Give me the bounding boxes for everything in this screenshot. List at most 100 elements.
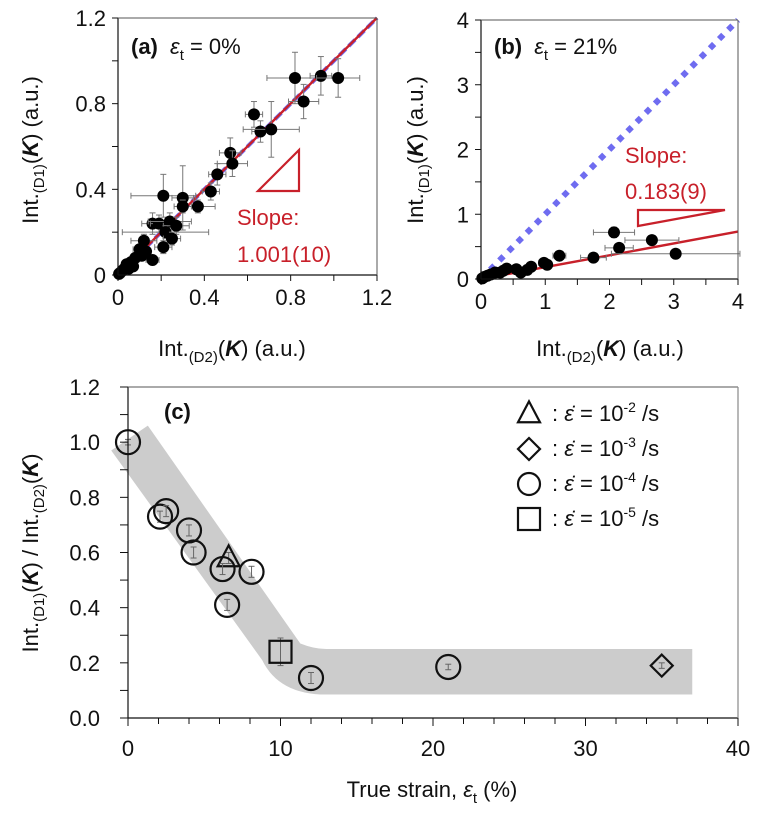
a-ylabel-bold: K: [18, 139, 43, 157]
a-data-point: [244, 101, 264, 128]
c-y-tick-label: 0.0: [69, 706, 100, 731]
c-triangle-marker: [215, 543, 242, 568]
a-data-point: [171, 165, 195, 231]
b-panel-id: (b): [494, 34, 522, 59]
b-data-point: [541, 258, 554, 271]
b-xlabel-open: (: [596, 336, 604, 361]
a-axis-ticks: [112, 17, 378, 281]
c-x-axis-label: True strain, εt (%): [347, 777, 518, 807]
c-y-tick-label: 1.2: [69, 375, 100, 400]
c-circle-marker: [146, 503, 174, 530]
b-axis-ticks: [475, 19, 739, 285]
a-data-point: [251, 120, 270, 143]
c-ylabel-bold1: K: [18, 567, 43, 585]
a-data-point: [242, 101, 300, 158]
c-legend-item: : ε̇ = 10-2 /s: [516, 398, 659, 426]
panel-a: 0 0.4 0.8 1.200.40.81.2 (a) εt = 0% Slope: …: [18, 6, 392, 366]
a-slope-label-2: 1.001(10): [237, 242, 331, 267]
a-marker: [254, 125, 267, 138]
b-data-point: [476, 272, 489, 285]
a-panel-id: (a): [131, 34, 158, 59]
a-marker: [247, 108, 260, 121]
a-y-tick-label: 0: [94, 263, 106, 288]
a-marker: [127, 260, 140, 273]
c-y-tick-label: 0.8: [69, 485, 100, 510]
a-xlabel-open: (: [218, 336, 226, 361]
a-marker: [157, 189, 170, 202]
a-marker: [170, 219, 183, 232]
a-marker: [265, 123, 278, 136]
a-data-point: [216, 150, 248, 177]
c-diamond-marker: [516, 436, 542, 462]
a-data-point: [127, 260, 140, 273]
a-ylabel-sub: (D1): [31, 164, 48, 193]
b-marker: [587, 251, 600, 264]
c-legend-label-part: = 10: [574, 401, 624, 426]
b-ylabel-prefix: Int.: [403, 193, 428, 224]
b-tick-labels: 0 1 2 3 4 0 1 2 3 4: [457, 8, 744, 314]
b-slope-label-2: 0.183(9): [625, 179, 707, 204]
c-legend-item: : ε̇ = 10-5 /s: [516, 504, 659, 532]
c-legend-label-part: ε̇: [564, 506, 576, 531]
b-marker: [607, 226, 620, 239]
c-ylabel-mid: / Int.: [18, 513, 43, 562]
a-marker: [113, 267, 126, 280]
c-y-tick-label: 0.6: [69, 541, 100, 566]
a-title-sub: t: [180, 47, 185, 64]
a-xlabel-bold: K: [225, 336, 243, 361]
c-square-marker: [516, 506, 542, 532]
b-ylabel-close: ) (a.u.): [403, 76, 428, 141]
b-y-tick-label: 4: [457, 8, 469, 33]
b-marker: [514, 266, 527, 279]
c-points: [114, 429, 675, 692]
c-data-point: [238, 558, 265, 585]
c-ylabel-open1: (: [18, 585, 43, 593]
c-legend-label-part: :: [552, 436, 564, 461]
a-data-point: [113, 267, 126, 280]
b-data-point: [624, 234, 680, 247]
c-circle-marker: [516, 471, 542, 497]
a-marker: [146, 254, 159, 267]
a-data-point: [162, 231, 182, 246]
c-ylabel-sub1: (D1): [31, 593, 48, 622]
a-xlabel-sub: (D2): [189, 349, 218, 366]
a-data-point: [316, 58, 361, 98]
b-x-tick-label: 3: [668, 289, 680, 314]
c-x-tick-label: 10: [268, 736, 292, 761]
a-marker: [314, 69, 327, 82]
c-legend-label-part: :: [552, 401, 564, 426]
a-xlabel-prefix: Int.: [158, 336, 189, 361]
a-marker: [226, 157, 239, 170]
a-data-point: [130, 233, 158, 248]
b-data-point: [580, 251, 607, 264]
a-marker: [211, 168, 224, 181]
b-xlabel-bold: K: [603, 336, 621, 361]
a-x-tick-label: 0.4: [189, 285, 220, 310]
c-legend-label-part: /s: [636, 471, 659, 496]
c-circle-marker: [214, 591, 241, 619]
b-x-axis-label: Int.(D2)(K) (a.u.): [536, 336, 684, 366]
c-legend-label-part: ε̇: [564, 436, 576, 461]
b-marker: [613, 241, 626, 254]
c-y-tick-label: 0.2: [69, 651, 100, 676]
c-circle-marker: [153, 498, 180, 525]
a-panel-label: (a) εt = 0%: [131, 34, 241, 64]
a-data-point: [288, 83, 320, 120]
a-data-point: [201, 182, 220, 201]
a-data-point: [208, 163, 227, 186]
c-y-axis-label: Int.(D1)(K) / Int.(D2)(K): [18, 454, 48, 653]
b-y-tick-label: 2: [457, 138, 469, 163]
c-data-point: [268, 637, 293, 667]
b-y-axis-label: Int.(D1)(K) (a.u.): [403, 76, 433, 224]
c-ylabel-bold2: K: [18, 459, 43, 477]
c-x-tick-label: 0: [122, 736, 134, 761]
c-ylabel-open2: (: [18, 476, 43, 484]
c-ylabel-sub2: (D2): [31, 484, 48, 513]
b-data-point: [552, 249, 567, 262]
b-axes-frame: [480, 19, 739, 280]
c-legend-label: : ε̇ = 10-2 /s: [552, 399, 659, 426]
c-legend-item: : ε̇ = 10-3 /s: [516, 434, 659, 462]
c-legend-label-part: :: [552, 471, 564, 496]
c-legend-label-part: -2: [623, 399, 636, 415]
